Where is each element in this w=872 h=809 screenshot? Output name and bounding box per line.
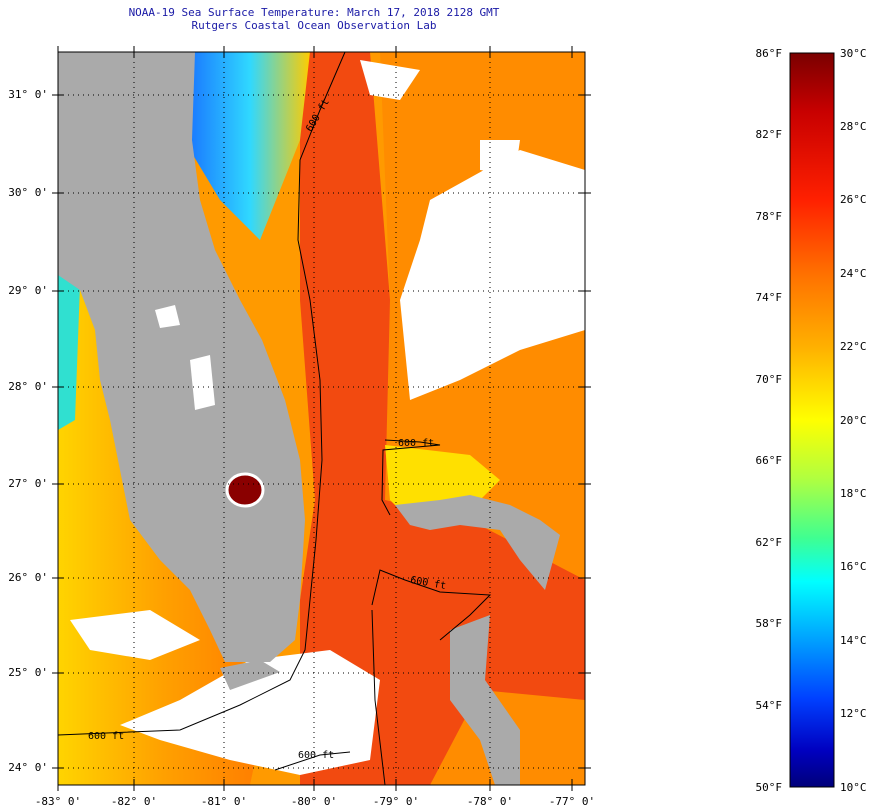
- fahrenheit-label: 54°F: [755, 699, 783, 712]
- celsius-label: 28°C: [840, 120, 867, 133]
- longitude-label: -78° 0': [466, 795, 514, 808]
- longitude-label: -82° 0': [110, 795, 158, 808]
- isobath-contour: [381, 439, 441, 516]
- florida-keys: [220, 660, 280, 690]
- celsius-label: 22°C: [840, 340, 867, 353]
- florida-peninsula: [58, 52, 305, 662]
- celsius-label: 24°C: [840, 267, 867, 280]
- fahrenheit-label: 62°F: [755, 536, 783, 549]
- graticule: [58, 52, 585, 785]
- celsius-label: 14°C: [840, 634, 867, 647]
- cloud-cover-south: [120, 650, 380, 775]
- cloud-patch-north: [360, 60, 420, 100]
- longitude-label: -83° 0': [34, 795, 82, 808]
- celsius-label: 18°C: [840, 487, 867, 500]
- gulf-cool-water: [58, 270, 80, 430]
- longitude-label: -79° 0': [372, 795, 420, 808]
- latitude-label: 27° 0': [8, 477, 48, 490]
- latitude-label: 25° 0': [8, 666, 48, 679]
- celsius-label: 12°C: [840, 707, 867, 720]
- cloud-patch-gulf: [70, 610, 200, 660]
- celsius-label: 20°C: [840, 414, 867, 427]
- latitude-label: 31° 0': [8, 88, 48, 101]
- fahrenheit-label: 74°F: [755, 291, 783, 304]
- latitude-label: 28° 0': [8, 380, 48, 393]
- latitude-label: 30° 0': [8, 186, 48, 199]
- isobath-contour: [371, 569, 492, 641]
- isobath-contour: [58, 52, 346, 736]
- fahrenheit-label: 50°F: [755, 781, 783, 794]
- inland-cloud: [190, 355, 215, 410]
- fahrenheit-label: 78°F: [755, 210, 783, 223]
- fahrenheit-label: 66°F: [755, 454, 783, 467]
- inland-cloud: [155, 305, 180, 328]
- fahrenheit-label: 70°F: [755, 373, 783, 386]
- celsius-label: 30°C: [840, 47, 867, 60]
- map-title: NOAA-19 Sea Surface Temperature: March 1…: [128, 6, 500, 19]
- isobath-contour: [274, 751, 351, 771]
- cloud-cover-east: [400, 150, 585, 400]
- cloud-patch: [480, 140, 520, 175]
- contour-label: 600 ft: [298, 750, 335, 761]
- map-subtitle: Rutgers Coastal Ocean Observation Lab: [191, 19, 437, 32]
- lake-okeechobee: [225, 472, 265, 508]
- northern-cool-water: [190, 52, 340, 240]
- frame-ticks: [52, 46, 591, 791]
- fahrenheit-label: 86°F: [755, 47, 783, 60]
- longitude-label: -77° 0': [548, 795, 596, 808]
- grand-bahama: [395, 495, 560, 590]
- contour-label: 600 ft: [398, 438, 435, 449]
- latitude-label: 26° 0': [8, 571, 48, 584]
- fahrenheit-label: 82°F: [755, 128, 783, 141]
- temperature-colorbar: [789, 52, 835, 788]
- latitude-label: 29° 0': [8, 284, 48, 297]
- latitude-label: 24° 0': [8, 761, 48, 774]
- longitude-label: -80° 0': [290, 795, 338, 808]
- map-frame: [57, 51, 586, 786]
- celsius-label: 26°C: [840, 193, 867, 206]
- celsius-label: 10°C: [840, 781, 867, 794]
- gulf-stream: [300, 52, 585, 785]
- andros-island: [450, 615, 520, 785]
- celsius-label: 16°C: [840, 560, 867, 573]
- isobath-contour: [371, 609, 386, 785]
- contour-label: 600 ft: [88, 731, 125, 742]
- fahrenheit-label: 58°F: [755, 617, 783, 630]
- longitude-label: -81° 0': [200, 795, 248, 808]
